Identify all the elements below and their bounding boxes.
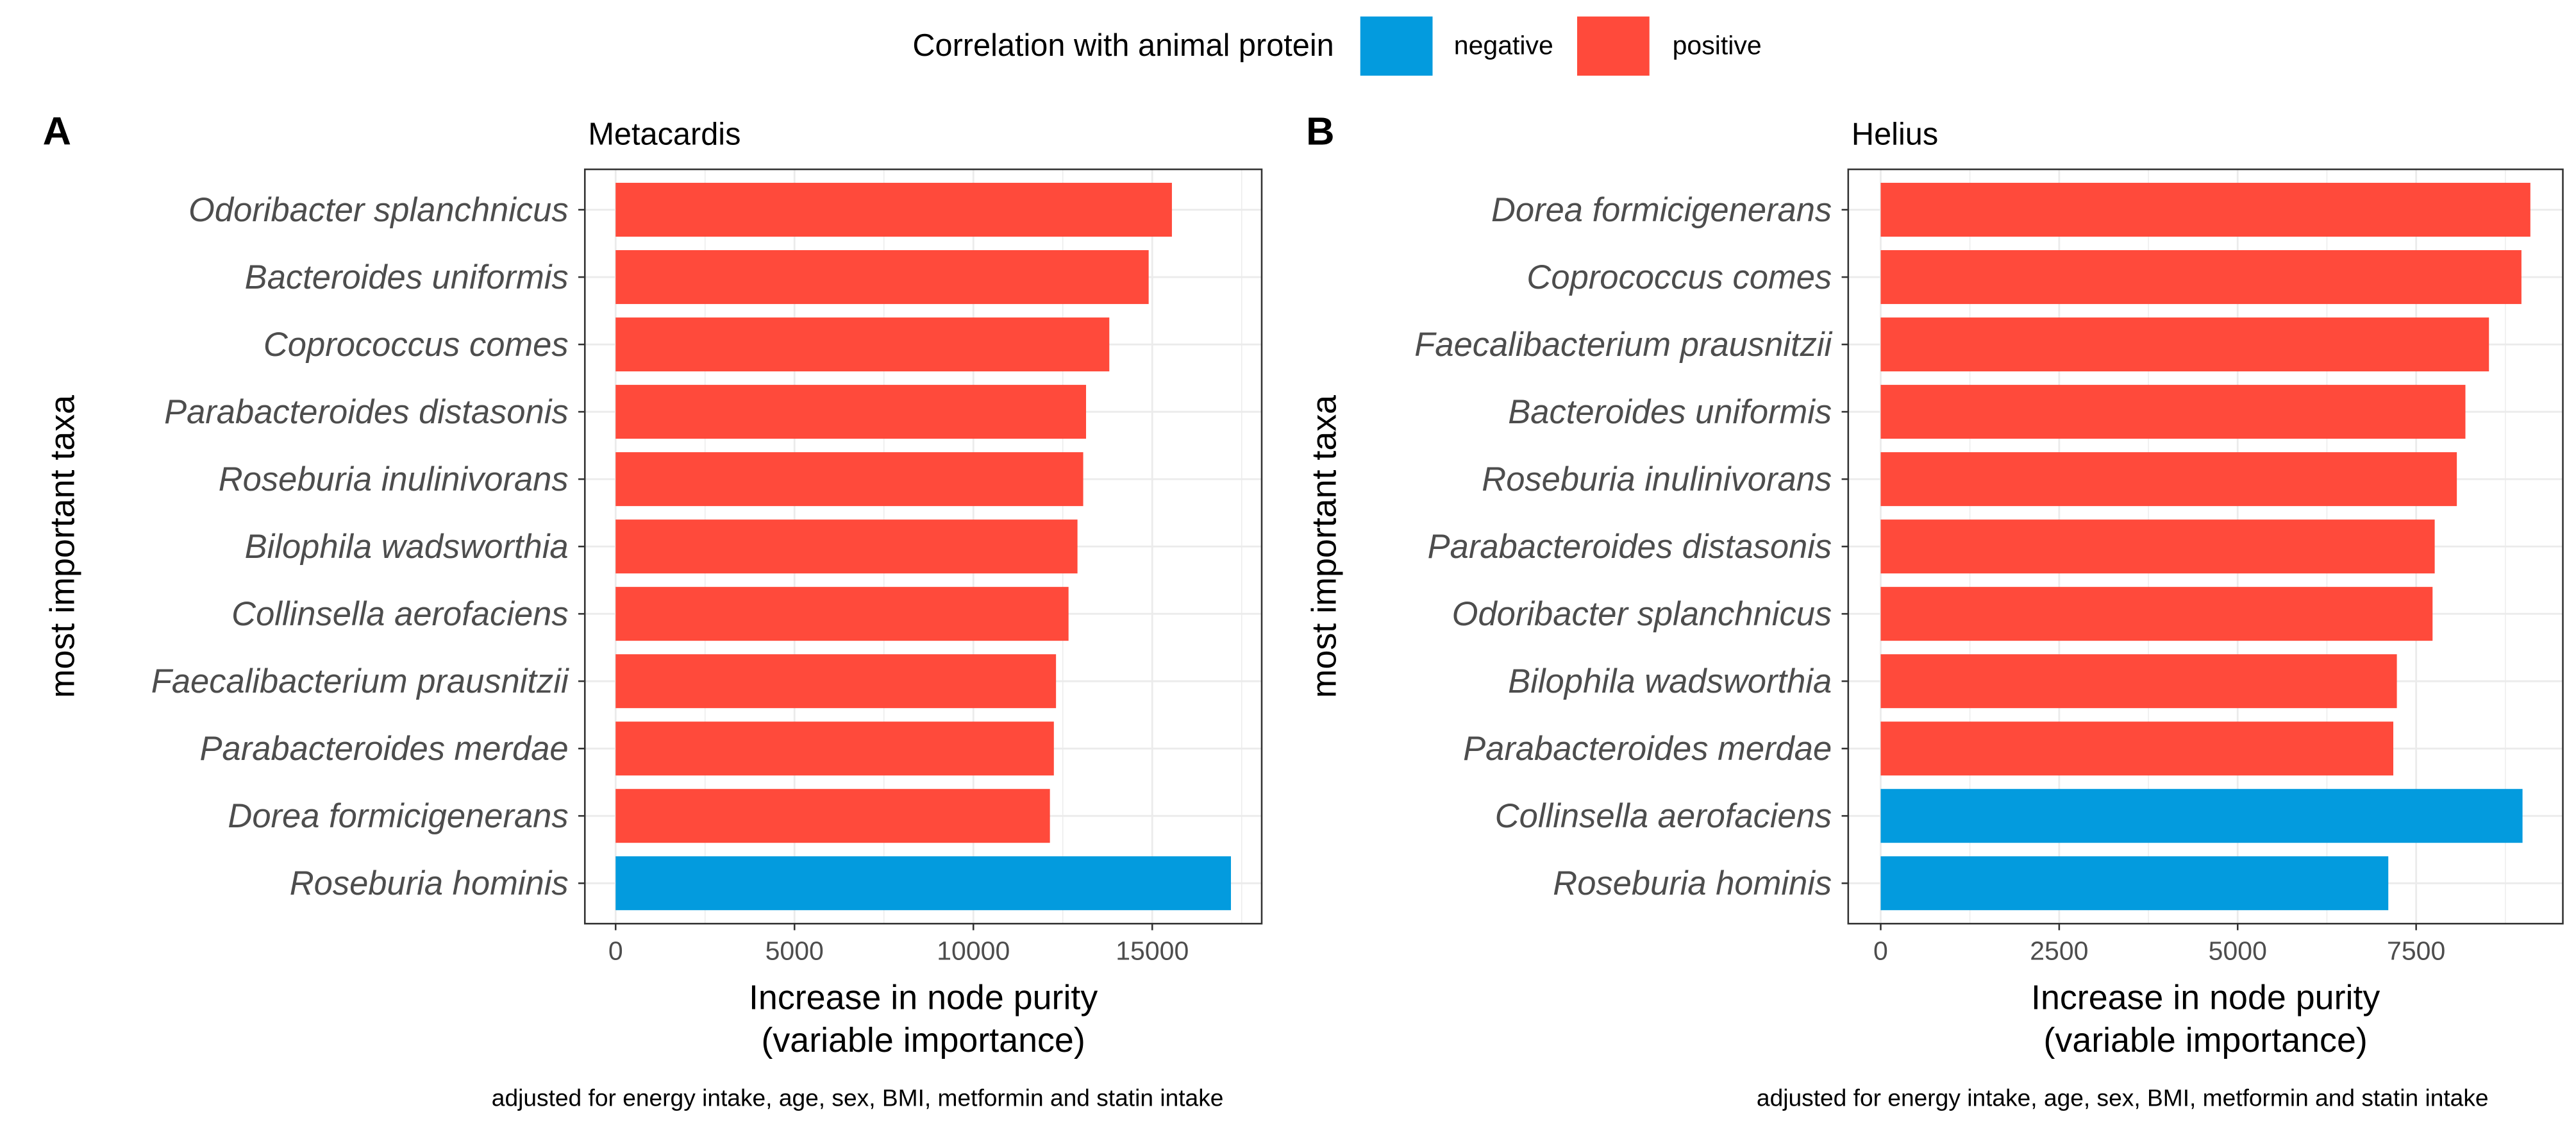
y-tick-label: Coprococcus comes: [263, 326, 569, 364]
panel-letter: A: [43, 110, 71, 154]
y-tick-label: Collinsella aerofaciens: [1495, 797, 1832, 835]
y-tick-label: Parabacteroides distasonis: [164, 393, 569, 431]
bar: [1880, 856, 2389, 911]
bar: [1880, 654, 2397, 709]
panel-title: Metacardis: [588, 117, 740, 152]
y-tick-label: Bacteroides uniformis: [245, 258, 569, 296]
x-axis-subtitle: (variable importance): [761, 1021, 1085, 1059]
y-tick-label: Faecalibacterium prausnitzii: [151, 662, 569, 700]
bar: [1880, 789, 2523, 843]
x-tick-label: 5000: [2209, 936, 2267, 966]
legend-title: Correlation with animal protein: [912, 28, 1334, 63]
y-tick-label: Dorea formicigenerans: [228, 797, 568, 835]
bar: [1880, 587, 2433, 641]
bar: [615, 789, 1050, 843]
panel-letter: B: [1306, 110, 1334, 154]
legend-label-positive: positive: [1673, 31, 1762, 60]
x-axis-title: Increase in node purity: [2031, 978, 2380, 1017]
x-tick-label: 5000: [765, 936, 824, 966]
bar: [1880, 385, 2466, 439]
y-tick-label: Parabacteroides merdae: [200, 730, 569, 768]
x-tick-label: 2500: [2030, 936, 2088, 966]
bar: [1880, 250, 2522, 305]
y-tick-label: Parabacteroides merdae: [1463, 730, 1832, 768]
y-tick-label: Dorea formicigenerans: [1491, 191, 1832, 229]
y-tick-label: Coprococcus comes: [1526, 258, 1832, 296]
x-tick-label: 10000: [937, 936, 1010, 966]
legend: Correlation with animal protein negative…: [912, 16, 1762, 76]
y-tick-label: Roseburia inulinivorans: [1482, 460, 1832, 498]
bar: [615, 385, 1087, 439]
y-tick-label: Collinsella aerofaciens: [231, 595, 568, 633]
x-axis-title: Increase in node purity: [749, 978, 1098, 1017]
y-axis-title: most important taxa: [1305, 395, 1343, 698]
x-axis-subtitle: (variable importance): [2044, 1021, 2368, 1059]
legend-key-positive: [1577, 16, 1650, 76]
bar: [615, 654, 1057, 709]
y-tick-label: Roseburia hominis: [1553, 865, 1832, 902]
y-axis-title: most important taxa: [43, 395, 81, 698]
x-tick-label: 15000: [1116, 936, 1189, 966]
y-tick-label: Odoribacter splanchnicus: [188, 191, 569, 229]
x-tick-label: 7500: [2387, 936, 2445, 966]
bar: [615, 317, 1110, 372]
y-tick-label: Bilophila wadsworthia: [1508, 662, 1832, 700]
y-tick-label: Bilophila wadsworthia: [245, 528, 569, 566]
bar: [1880, 721, 2394, 776]
bar: [615, 250, 1149, 305]
bar: [615, 183, 1172, 237]
bar: [1880, 519, 2435, 574]
panel-a: A Metacardis Odoribacter splanchnicus Bacte…: [43, 110, 1263, 1111]
legend-label-negative: negative: [1454, 31, 1553, 60]
panel-title: Helius: [1852, 117, 1938, 152]
bar: [615, 519, 1078, 574]
bar: [615, 587, 1069, 641]
y-tick-label: Bacteroides uniformis: [1508, 393, 1832, 431]
y-tick-label: Roseburia hominis: [290, 865, 569, 902]
y-tick-label: Roseburia inulinivorans: [219, 460, 569, 498]
y-tick-label: Faecalibacterium prausnitzii: [1414, 326, 1832, 364]
bar: [615, 856, 1232, 911]
y-tick-label: Odoribacter splanchnicus: [1452, 595, 1832, 633]
x-tick-label: 0: [1873, 936, 1888, 966]
panel-b: B Helius Dorea formicigenerans Coprococcus …: [1305, 110, 2564, 1111]
bar: [1880, 317, 2489, 372]
footnote: adjusted for energy intake, age, sex, BM…: [1757, 1084, 2489, 1111]
footnote: adjusted for energy intake, age, sex, BM…: [492, 1084, 1224, 1111]
bar: [615, 721, 1054, 776]
x-tick-label: 0: [608, 936, 623, 966]
y-tick-label: Parabacteroides distasonis: [1428, 528, 1832, 566]
bar: [1880, 452, 2457, 507]
bar: [1880, 183, 2530, 237]
bar: [615, 452, 1083, 507]
legend-key-negative: [1360, 16, 1433, 76]
